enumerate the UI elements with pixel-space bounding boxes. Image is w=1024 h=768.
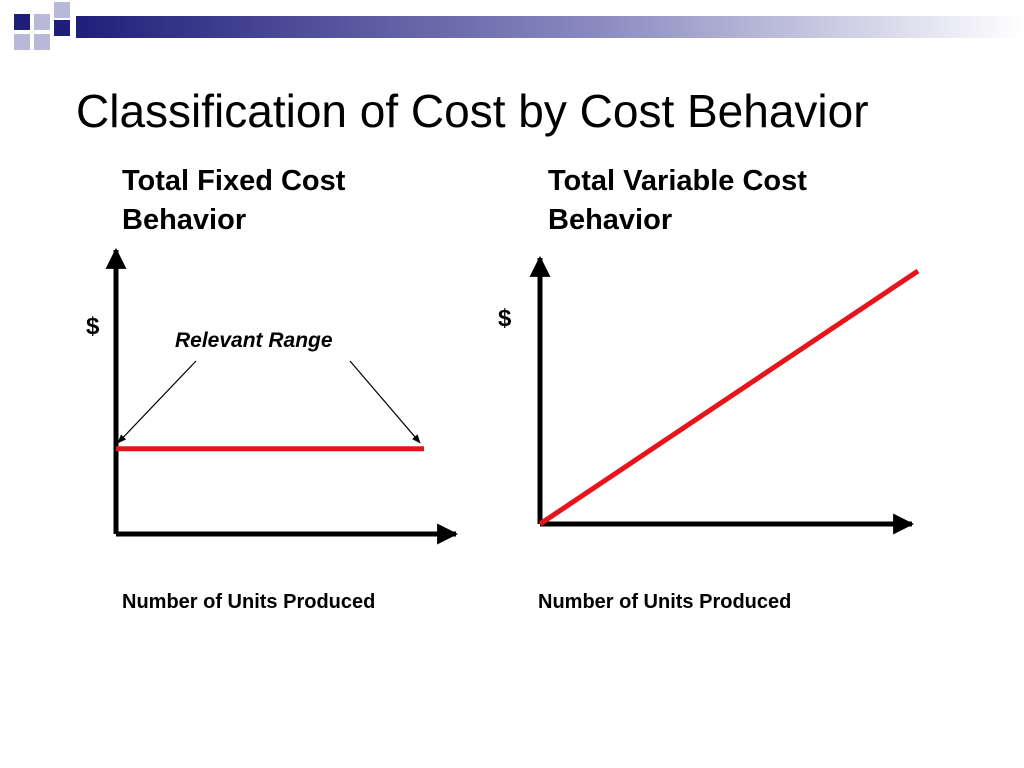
header-square (54, 2, 70, 18)
relevant-range-arrow-left (117, 360, 197, 444)
fixed-cost-title-line-2: Behavior (122, 204, 247, 236)
header-square (14, 34, 30, 50)
relevant-range-label: Relevant Range (175, 329, 333, 352)
variable-cost-line (538, 268, 920, 527)
variable-cost-xlabel: Number of Units Produced (538, 591, 792, 613)
header-square (34, 34, 50, 50)
fixed-cost-title-line-1: Total Fixed Cost (122, 165, 346, 197)
fixed-cost-xlabel: Number of Units Produced (122, 591, 376, 613)
variable-cost-title-line-2: Behavior (548, 204, 673, 236)
header-decoration (14, 2, 1024, 50)
header-square (14, 14, 30, 30)
fixed-cost-ylabel: $ (86, 313, 100, 340)
variable-cost-ylabel: $ (498, 305, 512, 332)
header-gradient-band (76, 16, 1024, 38)
fixed-cost-chart-title: Total Fixed Cost Behavior (122, 162, 345, 240)
slide-title: Classification of Cost by Cost Behavior (76, 85, 869, 137)
header-square (34, 14, 50, 30)
variable-cost-chart-title: Total Variable Cost Behavior (548, 162, 807, 240)
variable-cost-title-line-1: Total Variable Cost (548, 165, 807, 197)
relevant-range-arrow-right (349, 360, 421, 444)
header-square (54, 20, 70, 36)
